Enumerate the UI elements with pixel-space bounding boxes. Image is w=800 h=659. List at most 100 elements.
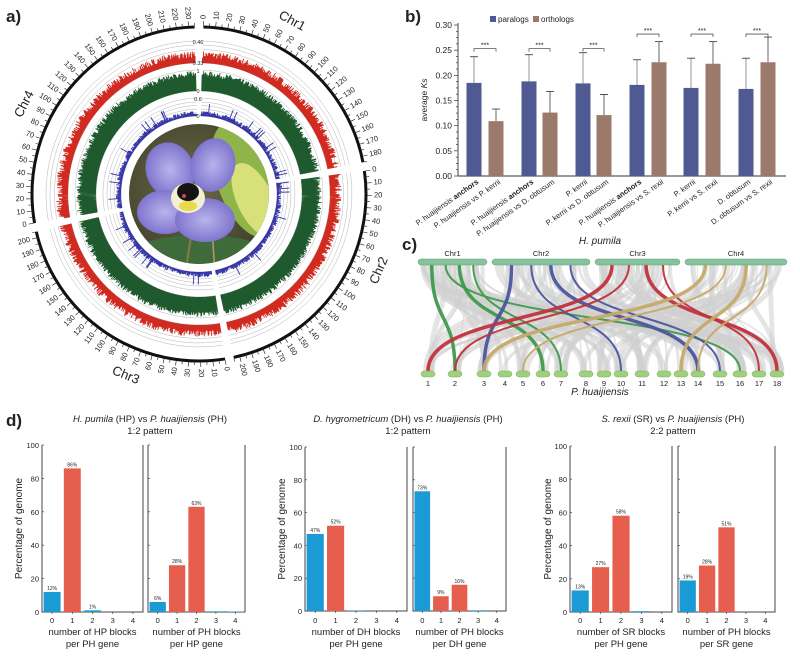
group-title: D. hygrometricum (DH) vs P. huaijiensis …	[313, 414, 502, 425]
top-chromosome-label: Chr2	[533, 249, 549, 258]
tick-label: 10	[211, 11, 221, 20]
track-axis-label: 0.6	[194, 97, 202, 103]
tick-mark	[290, 50, 293, 53]
tick-label: 40	[249, 18, 260, 29]
tick-mark	[59, 91, 64, 95]
tick-mark	[363, 154, 368, 157]
tick-mark	[90, 61, 93, 64]
bar	[168, 565, 186, 612]
bar-data-label: 27%	[596, 561, 607, 567]
y-tick-label: 0	[35, 608, 39, 617]
tick-mark	[359, 142, 365, 145]
tick-label: 70	[360, 253, 371, 264]
track-3-bars	[215, 181, 290, 276]
group-title-part: D. hygrometricum	[313, 414, 388, 425]
track-gridline	[53, 227, 223, 344]
significance-bracket	[582, 48, 605, 52]
x-tick-label: 0	[578, 616, 582, 625]
tick-mark	[66, 302, 71, 307]
significance-bracket	[473, 48, 497, 52]
track-gridline	[226, 175, 331, 323]
tick-mark	[35, 243, 39, 245]
track-1-bars	[201, 51, 339, 170]
tick-mark	[279, 43, 282, 47]
x-axis-label-line1: number of PH blocks	[682, 627, 770, 638]
x-tick-label: 3	[744, 616, 748, 625]
track-3-bars	[115, 211, 213, 285]
tick-mark	[363, 231, 368, 234]
tick-mark	[100, 53, 103, 57]
bottom-chromosome-label: 7	[559, 379, 563, 388]
bar	[327, 525, 345, 611]
bar-orthologs	[760, 62, 776, 176]
tick-mark	[227, 23, 229, 29]
bottom-chromosome-label: 14	[694, 379, 702, 388]
tick-mark	[361, 149, 365, 151]
y-tick-label: 100	[554, 442, 567, 451]
tick-label: 150	[296, 334, 311, 349]
tick-mark	[51, 282, 57, 286]
significance-bracket	[636, 33, 660, 38]
bottom-chromosome-label: 2	[453, 379, 457, 388]
x-tick-label: 1	[705, 616, 709, 625]
tick-mark	[305, 324, 309, 329]
x-axis-label-line1: number of SR blocks	[577, 627, 665, 638]
tick-label: 190	[250, 359, 262, 374]
tick-mark	[327, 302, 330, 305]
tick-label: 170	[274, 348, 288, 363]
tick-mark	[175, 22, 177, 28]
y-axis-label: average Ks	[419, 78, 429, 122]
tick-label: 10	[210, 368, 220, 377]
track-gridline	[201, 97, 294, 176]
tick-label: 120	[71, 322, 86, 337]
bottom-chromosome-bar	[751, 370, 767, 378]
bar	[63, 468, 81, 612]
background-link	[448, 264, 486, 372]
x-tick-label: 4	[131, 616, 135, 625]
bar	[632, 611, 650, 612]
x-tick-label: 2	[90, 616, 94, 625]
bottom-chromosome-bar	[634, 370, 650, 378]
bottom-chromosome-label: 8	[584, 379, 588, 388]
tick-label: 90	[306, 49, 318, 61]
tick-mark	[348, 114, 351, 116]
tick-mark	[32, 155, 35, 157]
tick-mark	[285, 45, 288, 50]
tick-label: 30	[237, 15, 248, 25]
group-title: H. pumila (HP) vs P. huaijiensis (PH)	[73, 414, 227, 425]
bar-paralogs	[521, 81, 537, 176]
tick-mark	[31, 148, 37, 151]
tick-mark	[84, 320, 88, 325]
photo-border	[127, 122, 271, 266]
track-gridline	[45, 40, 196, 221]
background-link	[428, 264, 588, 372]
tick-mark	[245, 355, 247, 359]
track-gridline	[202, 69, 321, 171]
tick-mark	[50, 108, 53, 111]
bar	[149, 601, 166, 612]
track-gridline	[218, 180, 296, 289]
track-gridline	[113, 108, 197, 209]
tick-mark	[355, 255, 361, 258]
link-chr4-to-13	[679, 264, 748, 372]
tick-mark	[295, 331, 299, 336]
x-tick-label: 3	[214, 616, 218, 625]
bar-data-label: 13%	[575, 584, 586, 590]
tick-label: 170	[365, 134, 380, 146]
group-title-part: (PH)	[481, 414, 503, 425]
tick-mark	[251, 29, 254, 35]
tick-mark	[35, 143, 39, 145]
y-tick-label: 40	[559, 542, 567, 551]
tick-mark	[355, 130, 361, 133]
bottom-chromosome-bar	[535, 370, 551, 378]
tick-label: 140	[307, 326, 322, 341]
tick-mark	[39, 131, 43, 133]
tick-mark	[310, 320, 313, 323]
tick-label: 160	[285, 342, 299, 357]
track-gridline	[49, 228, 223, 348]
bottom-chromosome-label: 16	[736, 379, 744, 388]
track-2-bars	[220, 176, 322, 314]
tick-label: 50	[156, 364, 167, 374]
y-tick-label: 0.25	[435, 45, 452, 55]
top-chromosome-bar	[594, 258, 681, 266]
